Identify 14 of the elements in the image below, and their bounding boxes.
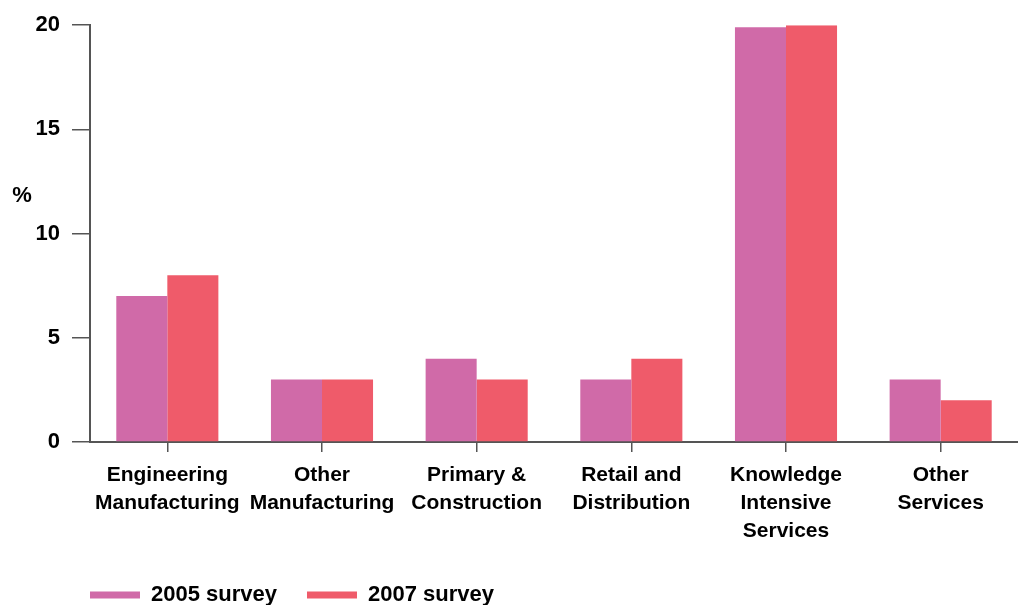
y-tick-label: 20 [35, 11, 60, 37]
x-tick-label: Knowledge Intensive Services [729, 461, 843, 541]
y-tick-label: 15 [35, 115, 60, 141]
legend-label: 2005 survey [151, 581, 278, 605]
x-tick-label: Primary & Construction [411, 461, 542, 513]
x-tick-label: Other Services [897, 461, 984, 513]
x-tick-label: Other Manufacturing [249, 461, 395, 513]
x-tick-label: Retail and Distribution [572, 461, 691, 513]
y-axis-title: % [12, 182, 32, 208]
y-tick-label: 5 [47, 323, 60, 349]
y-tick-label: 0 [47, 428, 60, 454]
x-tick-label: Engineering Manufacturing [95, 461, 240, 513]
y-tick-label: 10 [35, 219, 60, 245]
legend-label: 2007 survey [368, 581, 495, 605]
